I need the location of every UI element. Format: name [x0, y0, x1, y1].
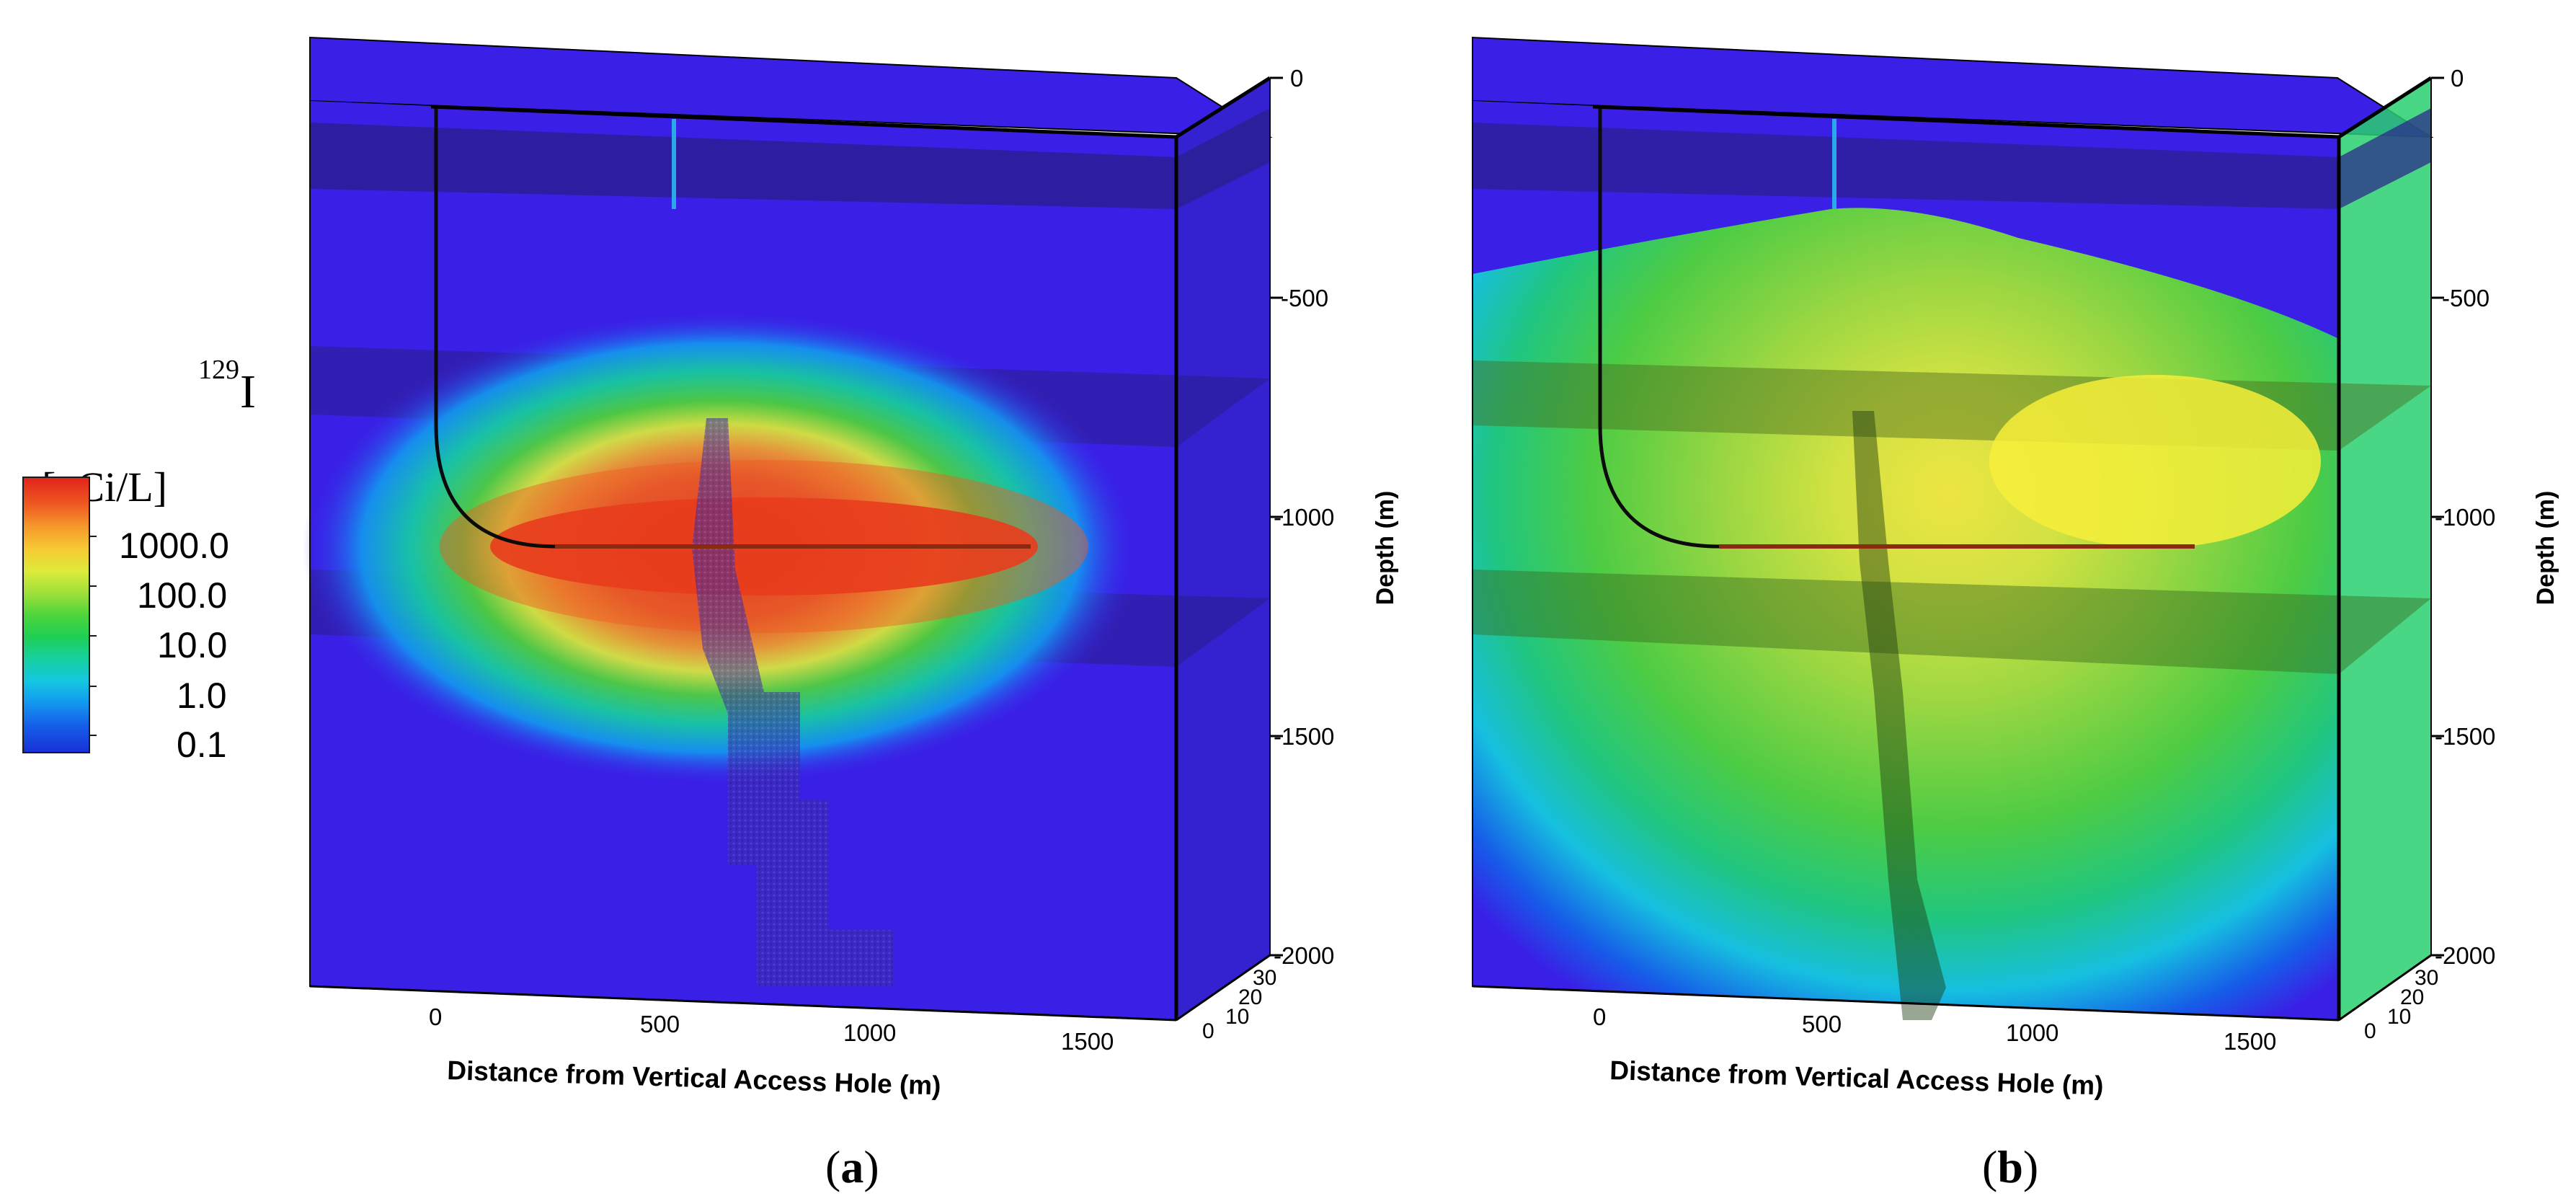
panel-b: 0 -500 -1000 -1500 -2000 Depth (m) 0 10 …	[1472, 36, 2559, 1192]
panel-a-depth-axis-top	[1175, 76, 1271, 139]
panel-a-label: (a)	[825, 1141, 879, 1192]
panel-a-y-tick-10: 10	[1225, 1005, 1249, 1029]
legend-level-10: 10.0	[157, 625, 227, 665]
panel-a-front-top-edge	[430, 105, 1177, 139]
panel-a-depth-tick-0: 0	[1290, 65, 1303, 92]
panel-b-depth-tick-500: -500	[2442, 285, 2490, 311]
panel-a: 0 -500 -1000 -1500 -2000 Depth (m) 0 10 …	[303, 36, 1399, 1192]
panel-a-x-label: Distance from Vertical Access Hole (m)	[447, 1055, 941, 1101]
panel-a-y-tick-20: 20	[1238, 985, 1262, 1009]
panel-b-x-tick-0: 0	[1593, 1004, 1606, 1030]
panel-b-y-tick-30: 30	[2415, 966, 2438, 990]
panel-b-y-tick-20: 20	[2400, 985, 2424, 1009]
panel-a-borehole	[434, 108, 556, 549]
panel-b-x-tick-1000: 1000	[2006, 1019, 2058, 1046]
panel-b-layer-band-3	[1473, 570, 2431, 674]
panel-b-layer-band-1	[1473, 108, 2431, 209]
legend-level-100: 100.0	[137, 575, 227, 616]
panel-a-x-tick-1000: 1000	[843, 1019, 896, 1046]
panel-a-depth-label: Depth (m)	[1372, 491, 1399, 606]
panel-b-depth-label: Depth (m)	[2532, 491, 2559, 606]
legend-isotope-mass: 129	[198, 355, 239, 385]
panel-a-x-tick-1500: 1500	[1061, 1028, 1114, 1055]
panel-b-y-axis	[2338, 954, 2432, 1022]
legend-level-1: 1.0	[177, 675, 227, 716]
legend-level-0.1: 0.1	[177, 725, 227, 765]
panel-a-depth-tick-1000: -1000	[1274, 504, 1334, 531]
panel-b-y-tick-0: 0	[2364, 1019, 2376, 1043]
panel-a-depth-tick-1500: -1500	[1274, 723, 1334, 750]
panel-b-fracture-zone	[1852, 411, 1946, 1020]
panel-b-x-axis	[1472, 985, 2340, 1022]
panel-a-depth-ticks	[1270, 76, 1283, 957]
panel-b-x-tick-500: 500	[1802, 1011, 1842, 1037]
panel-b-front-top-edge	[1592, 105, 2340, 139]
panel-a-y-tick-30: 30	[1253, 966, 1276, 990]
panel-b-depth-tick-1000: -1000	[2435, 504, 2495, 531]
panel-b-depth-ticks	[2431, 76, 2444, 957]
panel-a-y-axis	[1176, 954, 1271, 1022]
panel-a-y-tick-0: 0	[1202, 1019, 1214, 1043]
legend: 129 I [pCi/L] 1000.0 100.0 10.0 1.0 0.1	[22, 355, 256, 765]
panel-b-borehole	[1598, 108, 1720, 549]
panel-a-x-tick-500: 500	[640, 1011, 680, 1037]
legend-isotope-symbol: I	[240, 366, 256, 418]
panel-a-depth-tick-2000: -2000	[1274, 942, 1334, 969]
panel-b-depth-tick-2000: -2000	[2435, 942, 2495, 969]
panel-b-x-tick-1500: 1500	[2224, 1028, 2276, 1055]
legend-level-1000: 1000.0	[119, 526, 229, 566]
panel-b-depth-tick-0: 0	[2451, 65, 2464, 92]
legend-colorbar	[22, 477, 90, 753]
panel-b-right-face	[2339, 78, 2431, 1020]
legend-tick-marks	[89, 536, 97, 736]
panel-a-right-face	[1176, 78, 1270, 1020]
panel-a-layer-band-1	[310, 108, 1270, 209]
panel-b-y-tick-10: 10	[2387, 1005, 2411, 1029]
panel-a-x-tick-0: 0	[429, 1004, 442, 1030]
panel-b-yellow-zone	[1989, 375, 2321, 548]
panel-b-depth-tick-1500: -1500	[2435, 723, 2495, 750]
panel-b-label: (b)	[1982, 1141, 2038, 1192]
panel-b-depth-axis-top	[2337, 76, 2433, 139]
panel-a-depth-tick-500: -500	[1281, 285, 1328, 311]
panel-b-x-label: Distance from Vertical Access Hole (m)	[1609, 1055, 2104, 1101]
panel-a-fracture-zone	[692, 418, 894, 986]
panel-a-x-axis	[309, 985, 1177, 1022]
